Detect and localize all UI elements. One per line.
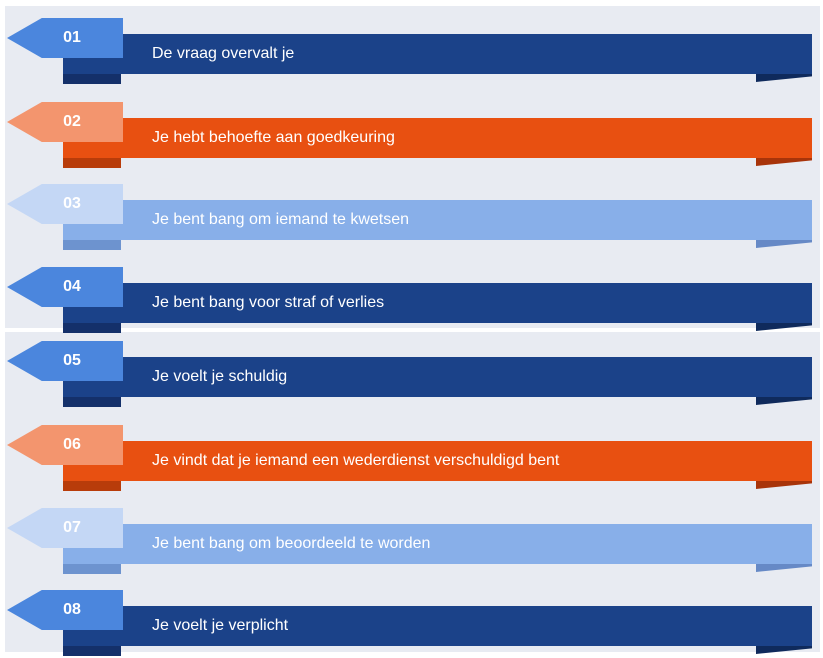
banner-text: Je vindt dat je iemand een wederdienst v… — [152, 452, 560, 469]
banner-item: 05 Je voelt je schuldig — [0, 341, 823, 409]
ribbon-band — [63, 118, 812, 158]
ribbon-fold — [63, 646, 121, 656]
ribbon-fold — [63, 240, 121, 250]
banner-text: Je hebt behoefte aan goedkeuring — [152, 129, 395, 146]
banner-number: 04 — [63, 278, 81, 295]
banner-text: Je voelt je schuldig — [152, 368, 288, 385]
ribbon-fold — [63, 323, 121, 333]
banner-text: De vraag overvalt je — [152, 45, 295, 62]
banner-number: 06 — [63, 436, 81, 453]
ribbon-tail — [756, 323, 812, 331]
ribbon-fold — [63, 397, 121, 407]
banner-text: Je bent bang om beoordeeld te worden — [152, 535, 431, 552]
ribbon-band — [63, 283, 812, 323]
ribbon-band — [63, 200, 812, 240]
banner-number: 01 — [63, 29, 81, 46]
banner-number: 05 — [63, 352, 81, 369]
ribbon-fold — [63, 564, 121, 574]
ribbon-tail — [756, 158, 812, 166]
ribbon-tail — [756, 74, 812, 82]
ribbon-tail — [756, 646, 812, 654]
banner-text: Je bent bang voor straf of verlies — [152, 294, 385, 311]
ribbon-tail — [756, 564, 812, 572]
banner-item: 02 Je hebt behoefte aan goedkeuring — [0, 102, 823, 170]
banner-item: 07 Je bent bang om beoordeeld te worden — [0, 508, 823, 576]
ribbon-band — [63, 524, 812, 564]
banner-text: Je voelt je verplicht — [152, 617, 289, 634]
ribbon-band — [63, 606, 812, 646]
ribbon-tail — [756, 397, 812, 405]
banner-item: 08 Je voelt je verplicht — [0, 590, 823, 658]
banner-item: 06 Je vindt dat je iemand een wederdiens… — [0, 425, 823, 493]
ribbon-fold — [63, 158, 121, 168]
banner-text: Je bent bang om iemand te kwetsen — [152, 211, 410, 228]
banner-number: 08 — [63, 601, 81, 618]
banner-number: 02 — [63, 113, 81, 130]
ribbon-fold — [63, 481, 121, 491]
banner-item: 04 Je bent bang voor straf of verlies — [0, 267, 823, 335]
banner-item: 01 De vraag overvalt je — [0, 18, 823, 86]
banner-item: 03 Je bent bang om iemand te kwetsen — [0, 184, 823, 252]
banner-number: 07 — [63, 519, 81, 536]
banner-number: 03 — [63, 195, 81, 212]
ribbon-band — [63, 441, 812, 481]
ribbon-fold — [63, 74, 121, 84]
ribbon-tail — [756, 240, 812, 248]
ribbon-tail — [756, 481, 812, 489]
ribbon-band — [63, 357, 812, 397]
ribbon-band — [63, 34, 812, 74]
